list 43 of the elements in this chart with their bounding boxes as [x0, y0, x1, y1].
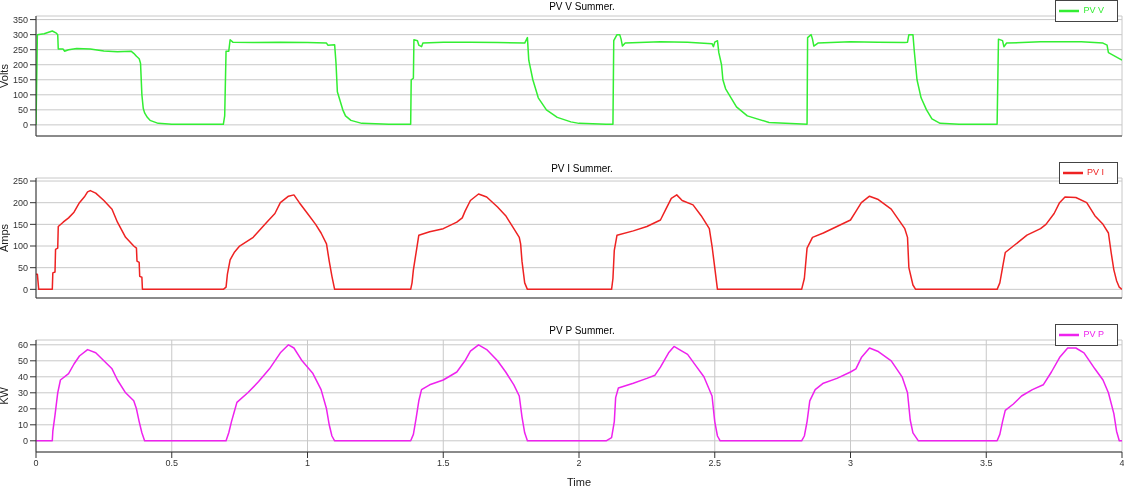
x-tick-label: 0 — [33, 458, 39, 469]
line-series — [36, 189, 1122, 291]
y-tick-label: 20 — [17, 403, 28, 414]
y-tick-label: 0 — [22, 284, 28, 295]
chart-title: PV P Summer. — [549, 325, 615, 336]
y-tick-label: 0 — [22, 120, 28, 131]
line-series — [36, 30, 1122, 126]
x-tick-label: 2.5 — [708, 458, 722, 469]
y-tick-label: 200 — [12, 59, 28, 70]
y-tick-label: 100 — [12, 241, 28, 252]
y-tick-label: 30 — [17, 387, 28, 398]
y-tick-label: 0 — [22, 435, 28, 446]
y-tick-label: 50 — [17, 262, 28, 273]
chart-title: PV I Summer. — [551, 163, 613, 174]
y-tick-label: 100 — [12, 89, 28, 100]
line-series — [36, 344, 1122, 442]
y-axis-title: Amps — [0, 223, 10, 253]
y-tick-label: 10 — [17, 419, 28, 430]
y-tick-label: 300 — [12, 29, 28, 40]
y-tick-label: 250 — [12, 44, 28, 55]
y-tick-label: 350 — [12, 14, 28, 25]
x-tick-label: 3 — [847, 458, 854, 469]
x-tick-label: 0.5 — [165, 458, 179, 469]
x-tick-label: 3.5 — [979, 458, 993, 469]
chart-title: PV V Summer. — [549, 1, 615, 12]
y-tick-label: 60 — [17, 339, 28, 350]
x-axis-title: Time — [566, 476, 592, 488]
y-tick-label: 40 — [17, 371, 28, 382]
x-tick-label: 2 — [576, 458, 582, 469]
legend-label: PV V — [1083, 5, 1104, 16]
legend-label: PV I — [1086, 167, 1104, 178]
y-tick-label: 200 — [12, 197, 28, 208]
y-tick-label: 250 — [12, 176, 28, 187]
y-tick-label: 150 — [12, 74, 28, 85]
y-axis-title: KW — [0, 386, 10, 405]
y-tick-label: 50 — [17, 355, 28, 366]
y-tick-label: 150 — [12, 219, 28, 230]
y-axis-title: Volts — [0, 63, 10, 88]
x-tick-label: 1.5 — [436, 458, 450, 469]
x-tick-label: 4 — [1119, 458, 1124, 469]
legend-label: PV P — [1083, 329, 1104, 340]
y-tick-label: 50 — [17, 105, 28, 116]
x-tick-label: 1 — [304, 458, 311, 469]
